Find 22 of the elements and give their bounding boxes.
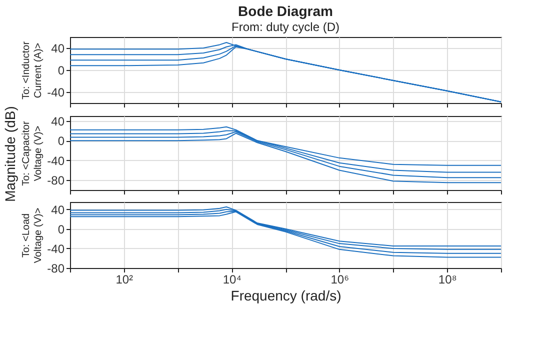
- y-tick-label: -80: [47, 174, 65, 188]
- y-tick-label: 40: [51, 42, 65, 56]
- chart-title: Bode Diagram: [238, 3, 333, 19]
- x-tick-label: 10⁸: [438, 272, 457, 286]
- y-tick-label: 40: [51, 114, 65, 128]
- y-axis-title: To: <Inductor Current (A)>: [21, 40, 44, 100]
- y-axis-title: To: <Load Voltage (V)>: [21, 208, 44, 264]
- x-tick-label: 10⁴: [222, 272, 242, 286]
- y-tick-label: -80: [47, 262, 65, 276]
- y-tick-label: -40: [47, 86, 65, 100]
- y-tick-label: -40: [47, 242, 65, 256]
- y-tick-label: 0: [58, 64, 65, 78]
- y-tick-label: -40: [47, 154, 65, 168]
- x-axis-title: Frequency (rad/s): [230, 288, 342, 304]
- y-tick-label: 40: [51, 202, 65, 217]
- x-tick-label: 10⁶: [330, 272, 350, 286]
- chart-subtitle: From: duty cycle (D): [231, 20, 340, 34]
- y-tick-label: 0: [58, 134, 65, 148]
- text: Magnitude (dB): [2, 106, 18, 202]
- y-axis-title: To: <Capacitor Voltage (V)>: [21, 120, 44, 186]
- y-tick-label: 0: [58, 222, 65, 236]
- x-tick-label: 10²: [116, 272, 134, 286]
